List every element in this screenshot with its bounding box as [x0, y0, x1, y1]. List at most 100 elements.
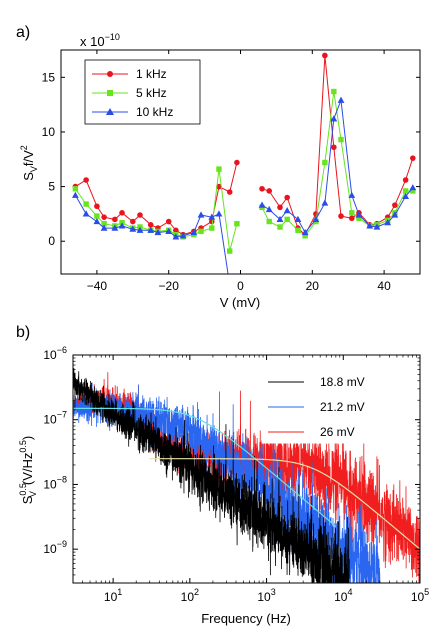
panel-a-y-tick-label: 0: [48, 234, 55, 248]
panel-b: b) 101 102 103 104 105 10−9 10−8 10−7 10−6 Freq…: [16, 324, 429, 626]
data-point: [348, 191, 356, 198]
panel-a-x-tick-label: 20: [306, 279, 320, 293]
panel-b-legend: 18.8 mV 21.2 mV 26 mV: [261, 366, 415, 444]
panel-b-y-tick-label: 10−8: [43, 474, 67, 491]
legend-label-1khz: 1 kHz: [136, 67, 167, 81]
series-line: [74, 195, 229, 274]
data-point: [130, 218, 136, 225]
fit-curve: [149, 458, 420, 550]
data-point: [216, 183, 222, 190]
panel-b-x-tick-label: 101: [104, 587, 122, 604]
data-point: [112, 216, 118, 223]
data-point: [331, 88, 337, 95]
data-point: [356, 215, 362, 221]
data-point: [111, 224, 119, 231]
data-point: [384, 219, 392, 226]
legend-label-10khz: 10 kHz: [136, 105, 173, 119]
panel-b-label: b): [16, 324, 30, 341]
data-point: [348, 215, 355, 222]
data-point: [355, 211, 363, 218]
spectrum-line: [73, 368, 350, 583]
data-point: [312, 215, 320, 222]
data-point: [402, 192, 410, 200]
data-point: [265, 205, 273, 213]
panel-a-label: a): [16, 24, 30, 41]
data-point: [283, 207, 291, 214]
panel-b-x-tick-label: 102: [181, 587, 199, 604]
panel-a-y-axis-label: SVf/V2: [19, 145, 39, 181]
data-point: [165, 227, 173, 234]
series-10-khz: [71, 96, 417, 274]
legend-entry-5khz: 5 kHz: [92, 86, 167, 100]
panel-b-y-axis-label: S0.5V(V/Hz0.5): [18, 436, 38, 505]
data-point: [198, 228, 204, 235]
data-point: [190, 228, 198, 236]
data-point: [301, 228, 309, 236]
data-point: [322, 159, 328, 166]
data-point: [392, 202, 398, 208]
panel-a-y-tick-label: 5: [48, 180, 55, 194]
legend-label-26mv: 26 mV: [320, 425, 355, 439]
data-point: [165, 218, 172, 225]
panel-a-exponent: x 10−10: [80, 32, 120, 49]
data-point: [93, 217, 101, 225]
data-point: [234, 159, 240, 166]
data-point: [366, 222, 374, 229]
data-point: [284, 194, 290, 201]
data-point: [302, 233, 308, 239]
data-point: [101, 214, 107, 220]
panel-b-axes-box: [72, 354, 421, 584]
data-point: [94, 213, 100, 219]
data-point: [72, 186, 79, 192]
data-point: [402, 177, 409, 183]
data-point: [409, 184, 417, 191]
panel-b-y-ticks: 10−9 10−8 10−7 10−6: [43, 345, 420, 584]
legend-entry-26mv: 26 mV: [268, 425, 355, 439]
panel-a-y-tick-label: 10: [42, 125, 56, 139]
data-point: [215, 210, 223, 217]
data-point: [338, 136, 344, 143]
panel-a-y-tick-label: 15: [42, 70, 56, 84]
data-point: [208, 213, 216, 220]
data-point: [321, 199, 329, 206]
panel-b-x-tick-label: 105: [411, 587, 429, 604]
data-point: [83, 201, 89, 207]
data-point: [94, 203, 100, 210]
data-point: [294, 215, 302, 222]
data-point: [284, 216, 290, 223]
data-point: [100, 224, 108, 231]
data-point: [402, 188, 409, 194]
panel-a-legend: 1 kHz 5 kHz 10 kHz: [84, 59, 201, 125]
panel-b-x-ticks: 101 102 103 104 105: [72, 355, 429, 604]
data-point: [295, 227, 301, 233]
data-point: [147, 226, 155, 233]
panel-a-x-tick-label: 40: [377, 279, 391, 293]
panel-b-x-tick-label: 104: [334, 587, 352, 604]
data-point: [82, 210, 90, 217]
panel-a: a) x 10−10 −40 −20 0 20 40 0 5 10 15 V (mV) SVf…: [16, 24, 421, 310]
panel-a-x-axis-label: V (mV): [220, 295, 260, 310]
data-point: [216, 166, 222, 172]
data-point: [226, 189, 233, 195]
data-point: [338, 213, 344, 219]
data-point: [83, 177, 89, 183]
panel-a-x-ticks: −40 −20 0 20 40: [87, 50, 391, 293]
panel-b-series-area: [73, 368, 420, 583]
panel-a-x-tick-label: −20: [159, 279, 180, 293]
data-point: [234, 221, 240, 227]
data-point: [259, 185, 265, 192]
data-point: [209, 225, 215, 231]
legend-label-18-8mv: 18.8 mV: [320, 375, 365, 389]
data-point: [266, 188, 273, 194]
data-point: [258, 201, 266, 208]
series-line: [261, 55, 414, 236]
legend-entry-10khz: 10 kHz: [92, 105, 173, 119]
legend-entry-1khz: 1 kHz: [92, 67, 167, 81]
data-point: [391, 211, 399, 218]
legend-entry-21-2mv: 21.2 mV: [268, 400, 365, 414]
panel-a-y-ticks: 0 5 10 15: [42, 70, 420, 248]
data-point: [179, 232, 187, 239]
data-point: [118, 222, 126, 229]
data-point: [277, 224, 283, 230]
series-18-8-mv: [73, 368, 350, 583]
